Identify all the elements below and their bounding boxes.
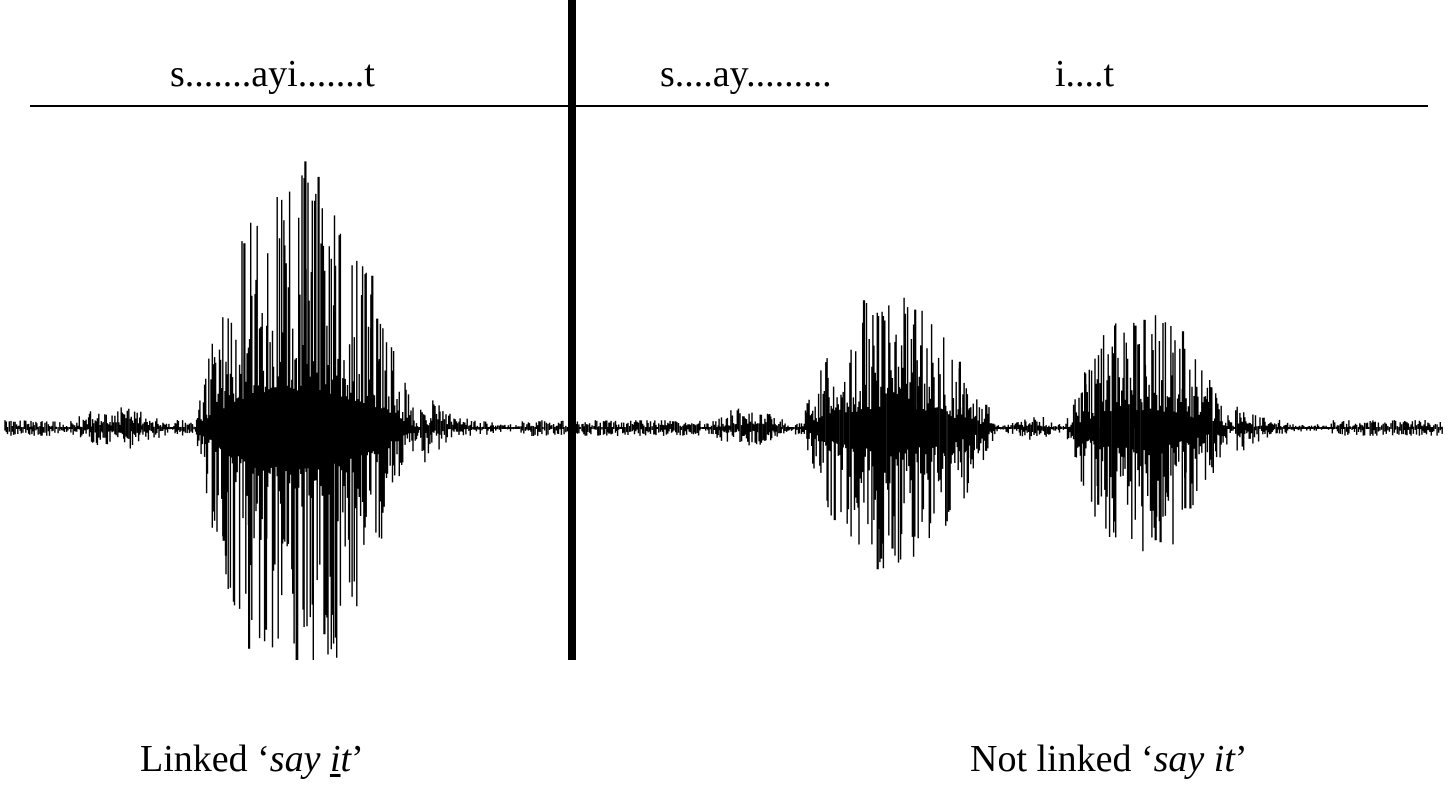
caption-linked-suffix: ’ bbox=[351, 738, 364, 780]
waveform-plot bbox=[0, 110, 1448, 660]
caption-notlinked-sayit: say it bbox=[1154, 738, 1235, 780]
caption-linked-i: i bbox=[330, 738, 341, 780]
phonetic-label-right-it: i....t bbox=[1055, 55, 1114, 93]
caption-linked-prefix: Linked ‘ bbox=[140, 738, 270, 780]
caption-notlinked-prefix: Not linked ‘ bbox=[970, 738, 1154, 780]
top-horizontal-rule bbox=[30, 105, 1428, 107]
caption-linked-t: t bbox=[341, 738, 352, 780]
phonetic-label-right-say: s....ay......... bbox=[660, 55, 832, 93]
phonetic-label-left: s.......ayi.......t bbox=[170, 55, 375, 93]
caption-linked: Linked ‘say it’ bbox=[140, 740, 364, 778]
caption-notlinked-suffix: ’ bbox=[1235, 738, 1248, 780]
caption-not-linked: Not linked ‘say it’ bbox=[970, 740, 1248, 778]
caption-linked-say: say bbox=[270, 738, 330, 780]
figure-canvas: s.......ayi.......t s....ay......... i..… bbox=[0, 0, 1448, 805]
